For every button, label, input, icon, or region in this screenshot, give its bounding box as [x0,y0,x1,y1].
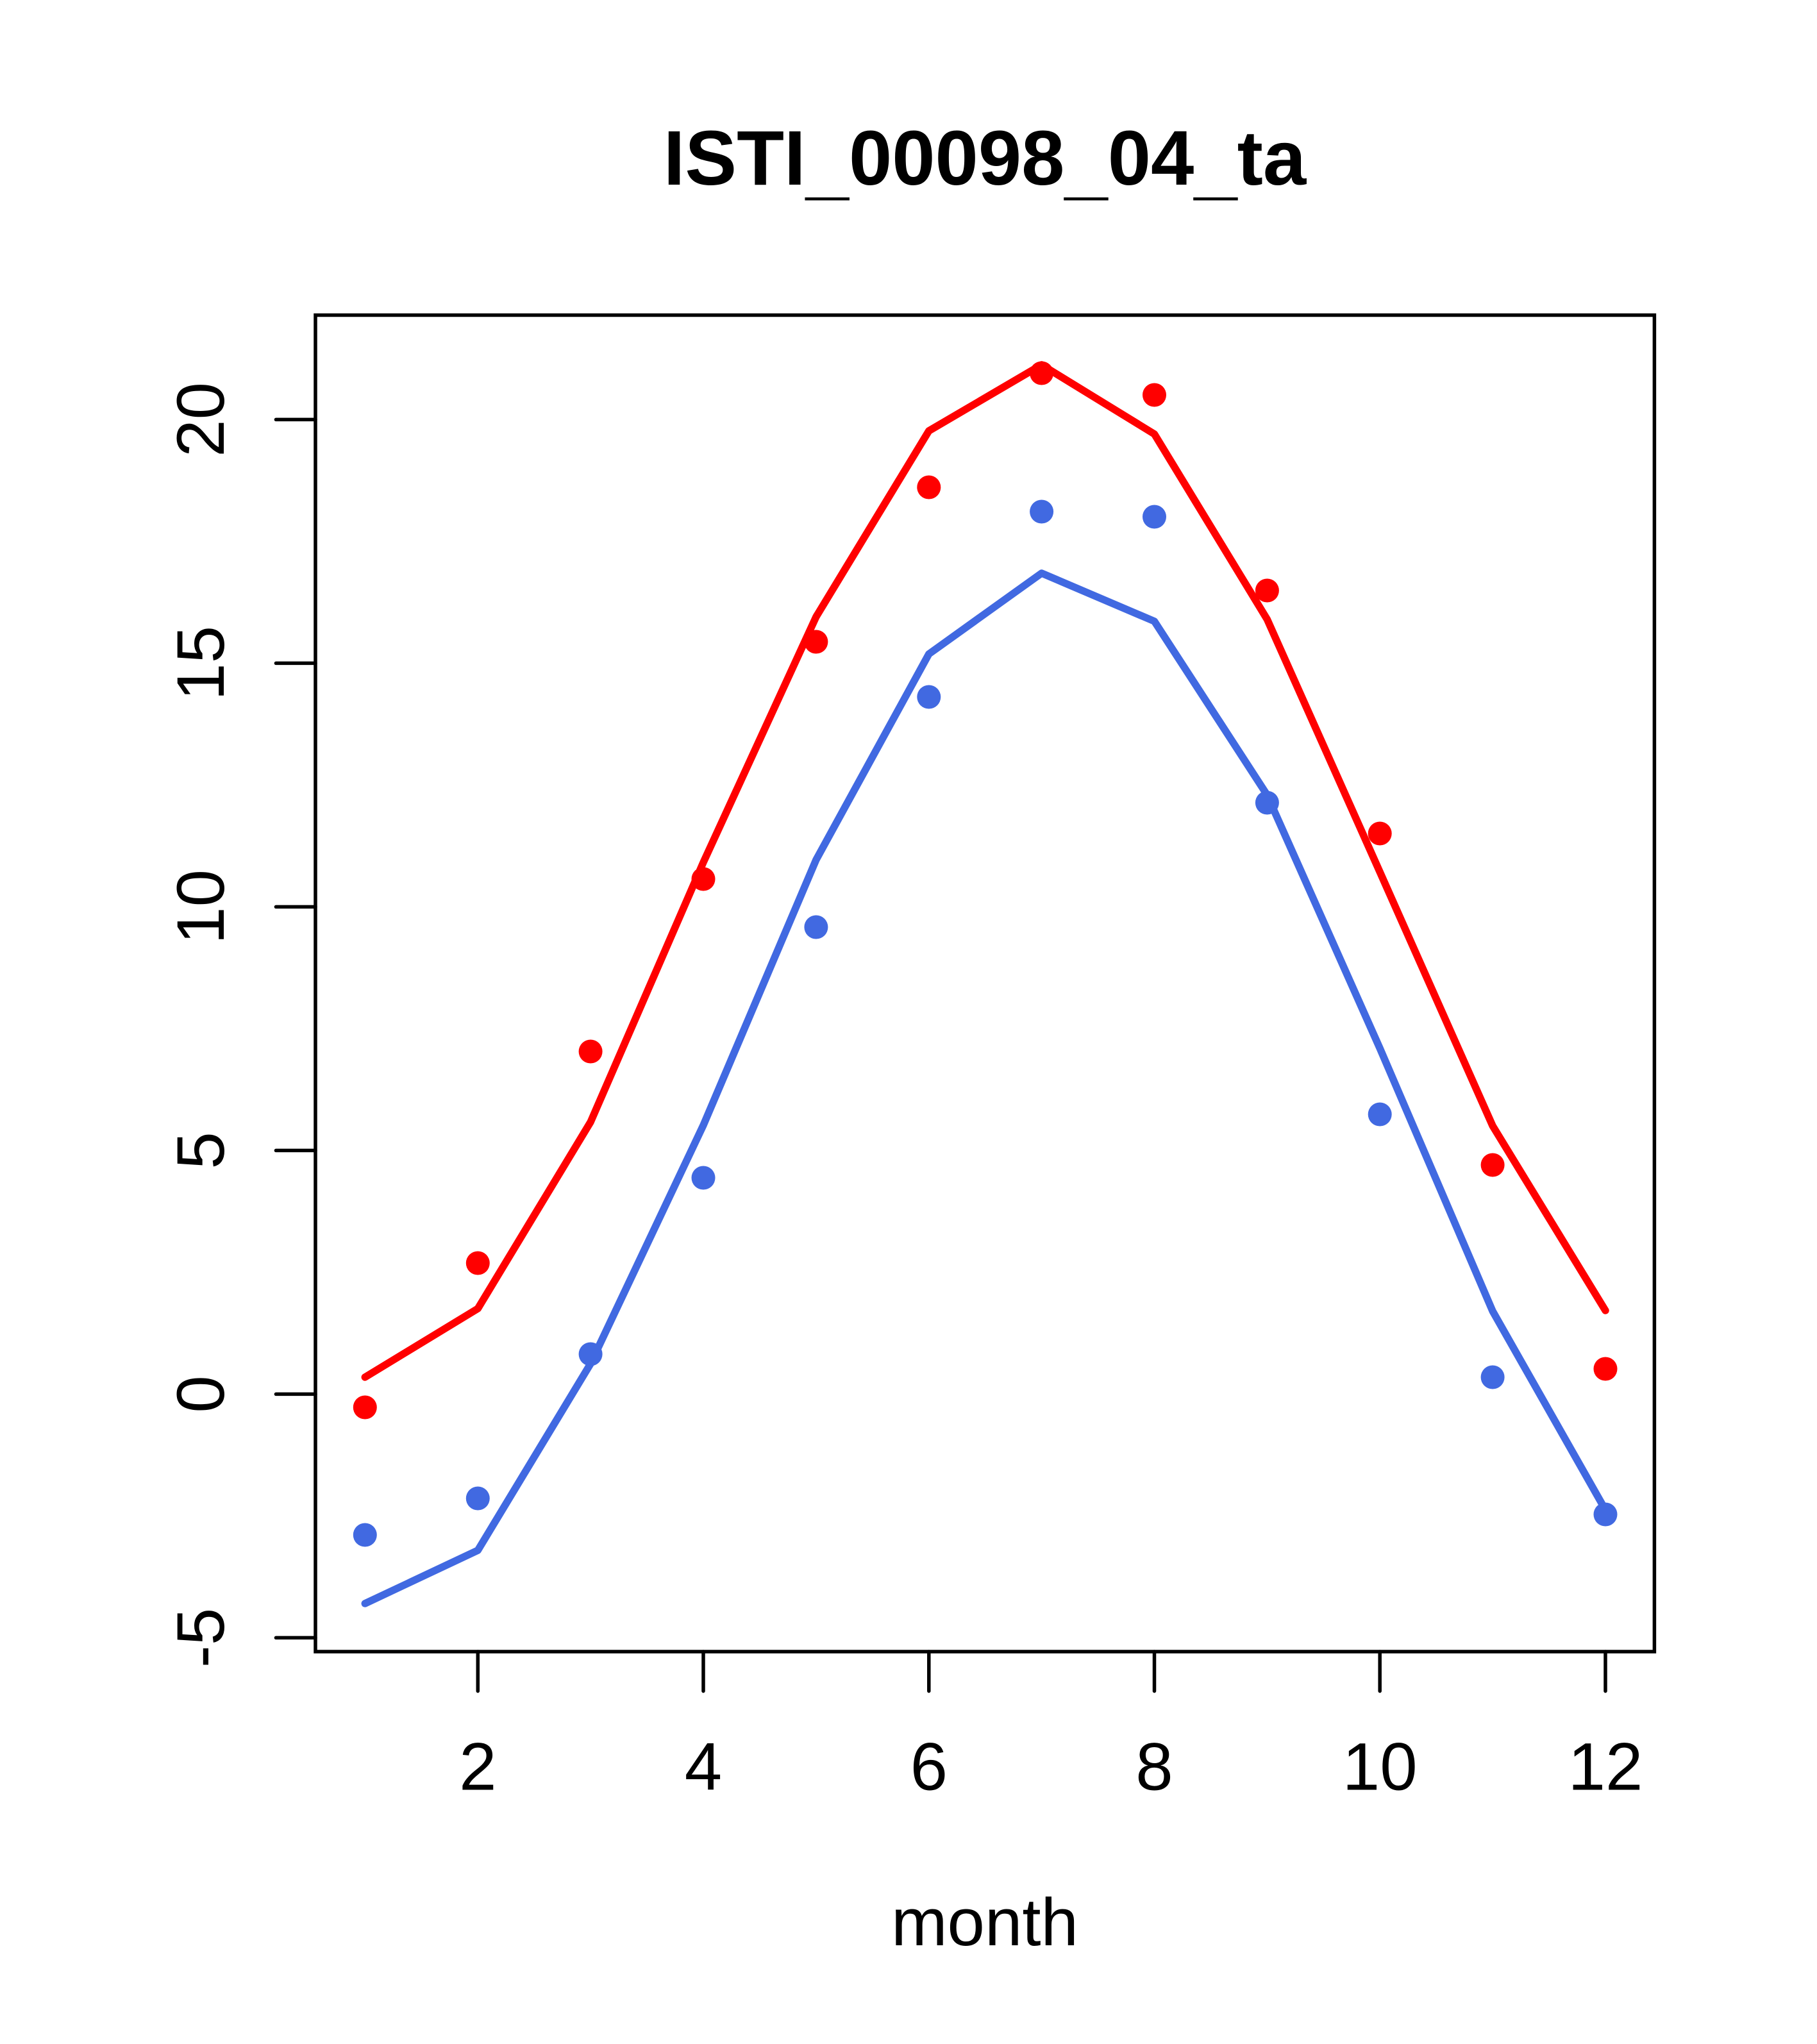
svg-text:15: 15 [163,626,239,701]
svg-text:6: 6 [910,1730,948,1805]
svg-text:ISTI_00098_04_ta: ISTI_00098_04_ta [664,114,1307,208]
svg-text:4: 4 [685,1730,722,1805]
svg-text:10: 10 [163,869,239,944]
svg-text:0: 0 [163,1375,239,1412]
svg-text:-5: -5 [163,1608,239,1668]
svg-text:20: 20 [163,382,239,457]
svg-text:5: 5 [163,1132,239,1169]
svg-text:8: 8 [1135,1730,1173,1805]
svg-text:month: month [891,1885,1078,1960]
svg-text:2: 2 [459,1730,496,1805]
svg-text:12: 12 [1568,1730,1643,1805]
svg-text:10: 10 [1343,1730,1418,1805]
